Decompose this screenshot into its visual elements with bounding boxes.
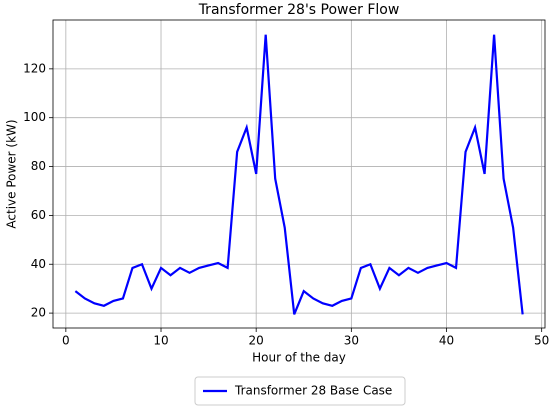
x-tick-label: 20 xyxy=(249,334,264,348)
x-tick-label: 40 xyxy=(439,334,454,348)
line-series xyxy=(74,34,524,315)
y-tick-label: 100 xyxy=(23,110,46,124)
y-tick-label: 60 xyxy=(31,208,46,222)
x-tick-label: 10 xyxy=(153,334,168,348)
x-tick-label: 0 xyxy=(62,334,70,348)
x-axis-label: Hour of the day xyxy=(252,351,346,365)
x-tick-label: 50 xyxy=(534,334,549,348)
legend-box xyxy=(194,376,406,406)
y-axis-label: Active Power (kW) xyxy=(5,119,19,228)
y-tick-label: 120 xyxy=(23,61,46,75)
chart-title: Transformer 28's Power Flow xyxy=(198,2,400,18)
y-tick-label: 40 xyxy=(31,257,46,271)
plot-frame xyxy=(52,19,546,329)
legend-label: Transformer 28 Base Case xyxy=(234,384,392,398)
x-tick-label: 30 xyxy=(344,334,359,348)
y-tick-label: 20 xyxy=(31,306,46,320)
y-tick-label: 80 xyxy=(31,159,46,173)
